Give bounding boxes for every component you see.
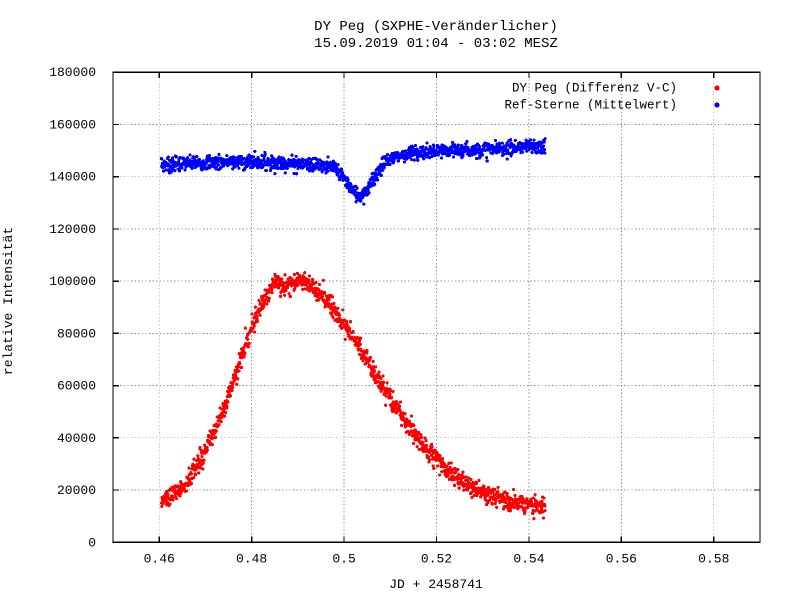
svg-text:140000: 140000 [49,170,96,185]
svg-text:0.52: 0.52 [421,551,452,566]
svg-text:0.56: 0.56 [606,551,637,566]
svg-text:160000: 160000 [49,117,96,132]
svg-text:15.09.2019 01:04 - 03:02 MESZ: 15.09.2019 01:04 - 03:02 MESZ [314,36,558,52]
svg-text:0.54: 0.54 [513,551,544,566]
svg-text:80000: 80000 [57,326,96,341]
svg-text:JD + 2458741: JD + 2458741 [389,577,483,592]
svg-text:100000: 100000 [49,274,96,289]
svg-text:40000: 40000 [57,431,96,446]
svg-text:0.58: 0.58 [698,551,729,566]
svg-text:0.46: 0.46 [144,551,175,566]
svg-text:relative Intensität: relative Intensität [1,227,16,375]
svg-text:DY Peg (Differenz V-C): DY Peg (Differenz V-C) [512,82,677,96]
svg-text:DY Peg (SXPHE-Veränderlicher): DY Peg (SXPHE-Veränderlicher) [314,19,558,35]
svg-text:180000: 180000 [49,65,96,80]
svg-text:0: 0 [88,535,96,550]
svg-text:20000: 20000 [57,483,96,498]
svg-text:0.48: 0.48 [236,551,267,566]
svg-text:120000: 120000 [49,222,96,237]
svg-text:0.5: 0.5 [332,551,355,566]
svg-text:60000: 60000 [57,379,96,394]
svg-text:Ref-Sterne (Mittelwert): Ref-Sterne (Mittelwert) [504,99,677,113]
